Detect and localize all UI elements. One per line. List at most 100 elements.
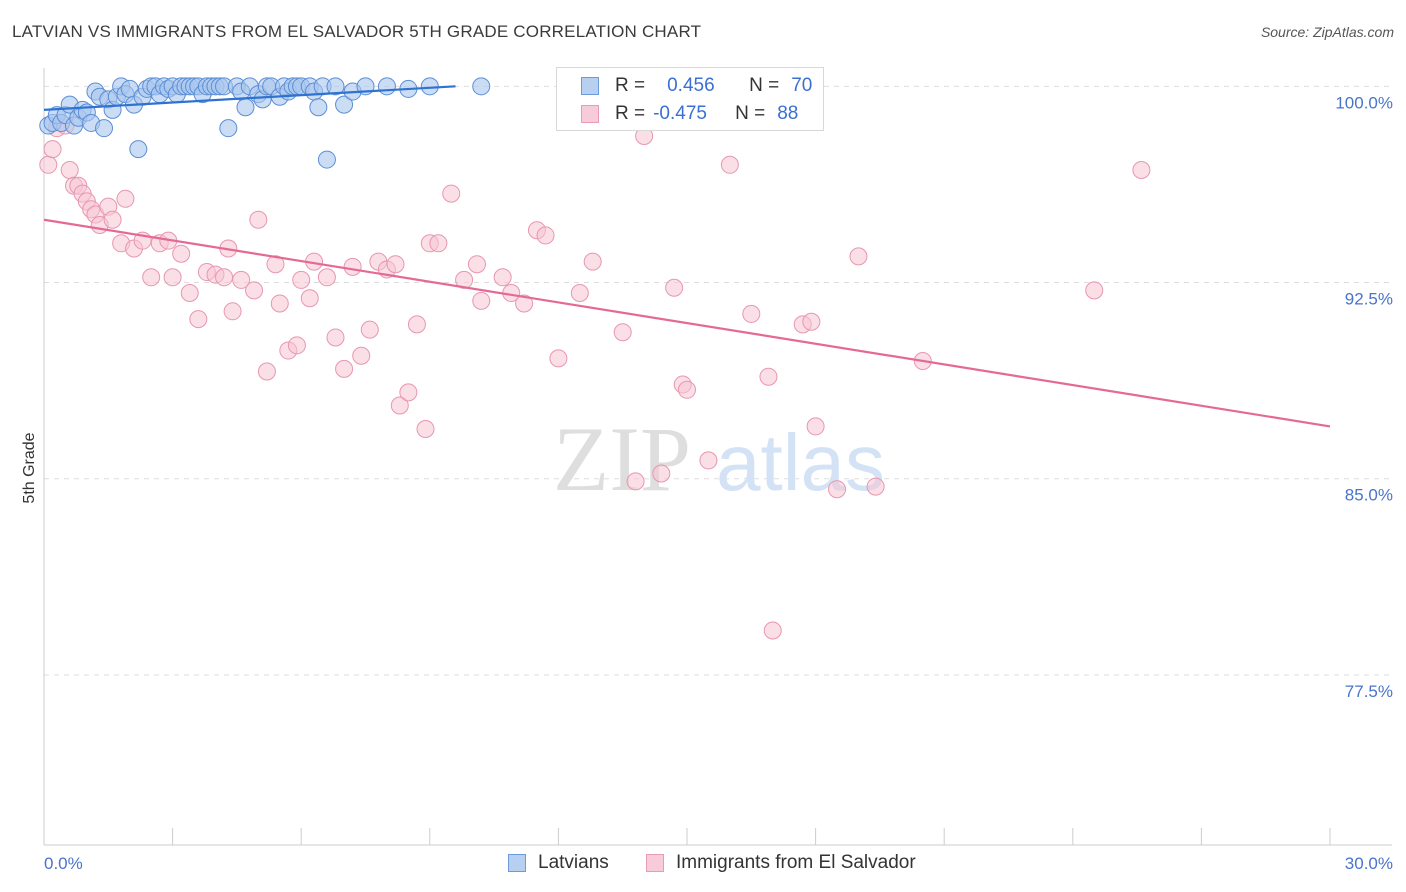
salvador-point (386, 255, 405, 274)
x-tick-label: 30.0% (1345, 854, 1393, 873)
salvador-point (223, 302, 242, 321)
latvians-legend-swatch (508, 854, 526, 872)
n-value: 70 (791, 75, 813, 96)
salvador-point (828, 480, 847, 499)
x-tick-label: 0.0% (44, 854, 83, 873)
salvador-point (472, 291, 491, 310)
source-credit: Source: ZipAtlas.com (1260, 24, 1394, 40)
legend-row-latvians: R = 0.456 N = 70 (581, 73, 812, 99)
salvador-point (189, 310, 208, 329)
axes (43, 68, 1392, 846)
legend-item-latvians: Latvians (508, 852, 609, 874)
salvador-point (399, 383, 418, 402)
salvador-point (163, 268, 182, 287)
salvador-point (326, 328, 345, 347)
y-tick-label: 85.0% (1345, 486, 1393, 505)
salvador-point (442, 184, 461, 203)
latvian-trend-line (43, 85, 456, 111)
salvador-point (257, 362, 276, 381)
grid-lines (44, 85, 1392, 676)
stats-legend: R = 0.456 N = 70 R = -0.475 N = 88 (556, 67, 824, 131)
latvian-point (420, 77, 439, 96)
salvador-point (1085, 281, 1104, 300)
salvador-point (1132, 161, 1151, 180)
salvador-point (335, 359, 354, 378)
watermark-atlas: atlas (716, 418, 885, 507)
salvador-point (626, 472, 645, 491)
latvian-point (95, 119, 114, 138)
salvador-point (515, 294, 534, 313)
salvador-point (536, 226, 555, 245)
salvador-point (613, 323, 632, 342)
latvian-point (377, 77, 396, 96)
y-tick-labels: 100.0% 92.5% 85.0% 77.5% (1335, 93, 1393, 701)
salvador-point (317, 268, 336, 287)
salvador-point (416, 420, 435, 439)
salvador-point (172, 244, 191, 263)
r-value: -0.475 (653, 103, 707, 124)
salvador-point (43, 140, 62, 159)
salvador-point (678, 380, 696, 399)
salvador-point (116, 189, 135, 208)
y-tick-label: 77.5% (1345, 682, 1393, 701)
latvian-point (335, 95, 354, 114)
salvador-point (39, 155, 58, 174)
salvador-point (142, 268, 161, 287)
latvian-point (236, 98, 255, 117)
salvador-point (720, 155, 739, 174)
x-tick-labels: 0.0% 30.0% (44, 854, 1393, 873)
chart-title: LATVIAN VS IMMIGRANTS FROM EL SALVADOR 5… (12, 22, 702, 41)
salvador-legend-swatch (646, 854, 664, 872)
n-label: N = (735, 103, 766, 124)
salvador-swatch (581, 105, 599, 123)
salvador-point (699, 451, 718, 470)
salvador-point (759, 367, 778, 386)
r-label: R = (615, 75, 646, 96)
latvians-legend-label: Latvians (538, 852, 609, 873)
r-value: 0.456 (667, 75, 715, 96)
salvador-point (849, 247, 868, 266)
y-tick-label: 100.0% (1335, 93, 1393, 112)
salvador-point (270, 294, 289, 313)
latvian-point (472, 77, 491, 96)
latvian-point (219, 119, 238, 138)
salvador-point (60, 161, 79, 180)
salvador-point (245, 281, 264, 300)
latvian-point (317, 150, 336, 169)
latvian-point (309, 98, 328, 117)
salvador-point (549, 349, 568, 368)
latvians-swatch (581, 77, 599, 95)
salvador-point (806, 417, 825, 436)
salvador-points (39, 116, 1151, 640)
salvador-point (390, 396, 409, 415)
salvador-point (866, 477, 885, 496)
salvador-point (352, 346, 371, 365)
salvador-point (493, 268, 512, 287)
salvador-point (802, 312, 821, 331)
latvian-points (39, 77, 491, 169)
salvador-point (300, 289, 319, 308)
salvador-point (583, 252, 602, 271)
watermark: ZIP atlas (553, 408, 885, 510)
salvador-point (407, 315, 426, 334)
salvador-point (215, 268, 234, 287)
latvian-point (129, 140, 148, 159)
watermark-zip: ZIP (553, 408, 691, 510)
trend-lines (43, 85, 1331, 428)
salvador-point (665, 278, 684, 297)
salvador-point (467, 255, 486, 274)
legend-row-salvador: R = -0.475 N = 88 (581, 101, 798, 127)
salvador-point (742, 304, 761, 323)
salvador-point (652, 464, 671, 483)
salvador-point (429, 234, 448, 253)
salvador-point (455, 270, 474, 289)
salvador-point (249, 210, 268, 229)
y-tick-label: 92.5% (1345, 290, 1393, 309)
salvador-point (266, 255, 285, 274)
legend-item-salvador: Immigrants from El Salvador (646, 852, 916, 874)
salvador-point (232, 270, 251, 289)
salvador-point (763, 621, 782, 640)
salvador-trend-line (43, 218, 1331, 428)
salvador-legend-label: Immigrants from El Salvador (676, 852, 916, 873)
